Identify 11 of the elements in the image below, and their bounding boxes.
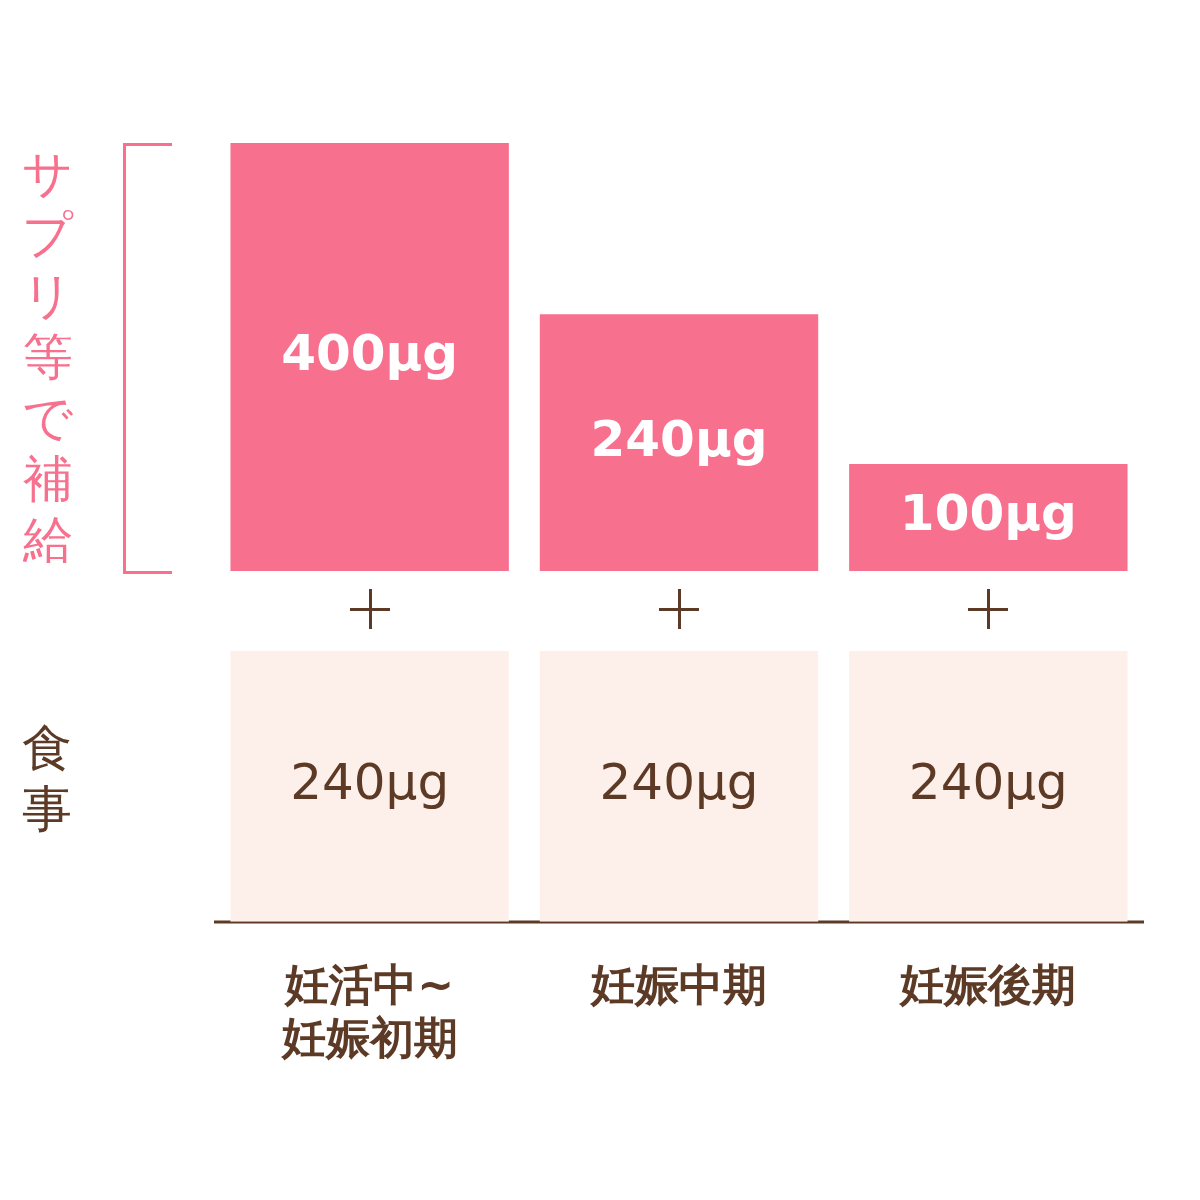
y-axis-title: サプリ等で補給 <box>22 143 73 571</box>
y-axis-title: 食事 <box>22 718 72 841</box>
data-label: 400μg <box>281 323 459 382</box>
data-label: 240μg <box>908 753 1068 812</box>
data-label: 240μg <box>599 753 759 812</box>
x-tick-label: 妊娠中期 <box>589 958 767 1010</box>
x-tick-label: 妊活中~ 妊娠初期 <box>279 958 458 1063</box>
data-label: 240μg <box>290 753 450 812</box>
data-label: 100μg <box>899 484 1077 543</box>
x-tick-label: 妊娠後期 <box>898 958 1077 1010</box>
data-label: 240μg <box>590 409 768 468</box>
